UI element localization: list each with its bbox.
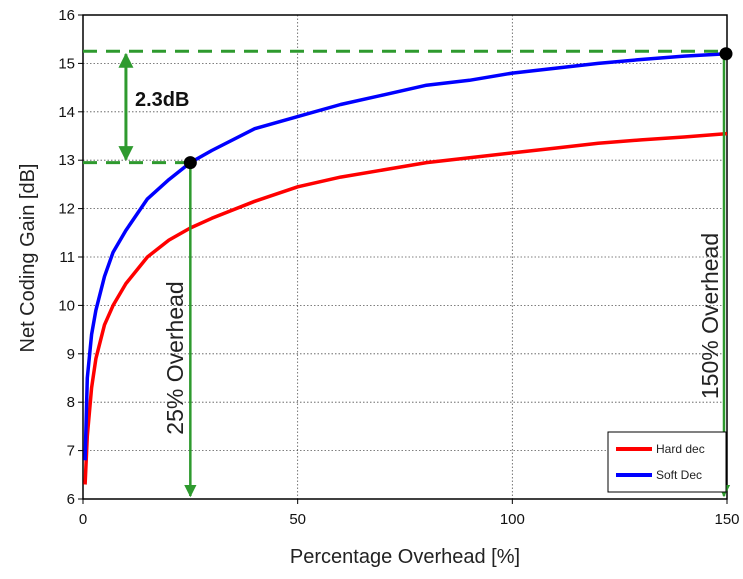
x-axis-label: Percentage Overhead [%] bbox=[290, 546, 520, 568]
marker-point-25 bbox=[183, 156, 197, 170]
y-tick-label-15: 15 bbox=[58, 55, 75, 72]
overhead-25-annotation-text: 25% Overhead bbox=[162, 281, 188, 434]
y-tick-label-12: 12 bbox=[58, 201, 75, 218]
legend-label-soft-dec: Soft Dec bbox=[656, 468, 702, 482]
x-tick-label-0: 0 bbox=[79, 511, 87, 528]
x-tick-label-50: 50 bbox=[289, 511, 306, 528]
series-lines bbox=[83, 51, 728, 485]
series-line-hard-dec bbox=[83, 131, 728, 485]
x-tick-label-100: 100 bbox=[500, 511, 525, 528]
y-tick-label-14: 14 bbox=[58, 104, 75, 121]
legend: Hard dec Soft Dec bbox=[607, 431, 727, 493]
y-tick-label-6: 6 bbox=[67, 491, 75, 508]
series-line-soft-dec bbox=[83, 51, 728, 461]
y-axis-label: Net Coding Gain [dB] bbox=[17, 164, 39, 353]
overhead-150-annotation-text: 150% Overhead bbox=[697, 233, 723, 399]
y-tick-label-8: 8 bbox=[67, 394, 75, 411]
gain-annotation-text: 2.3dB bbox=[135, 89, 189, 111]
y-tick-label-10: 10 bbox=[58, 297, 75, 314]
annotations bbox=[83, 47, 733, 498]
axis-ticks: 6 7 8 9 10 11 12 13 14 15 16 0 50 100 150 bbox=[58, 7, 739, 528]
y-tick-label-16: 16 bbox=[58, 7, 75, 24]
y-tick-label-7: 7 bbox=[67, 443, 75, 460]
y-tick-label-13: 13 bbox=[58, 152, 75, 169]
legend-label-hard-dec: Hard dec bbox=[656, 442, 705, 456]
x-tick-label-150: 150 bbox=[714, 511, 739, 528]
y-tick-label-11: 11 bbox=[59, 249, 75, 266]
grid bbox=[83, 15, 727, 499]
y-tick-label-9: 9 bbox=[67, 346, 75, 363]
marker-point-150 bbox=[719, 47, 733, 61]
